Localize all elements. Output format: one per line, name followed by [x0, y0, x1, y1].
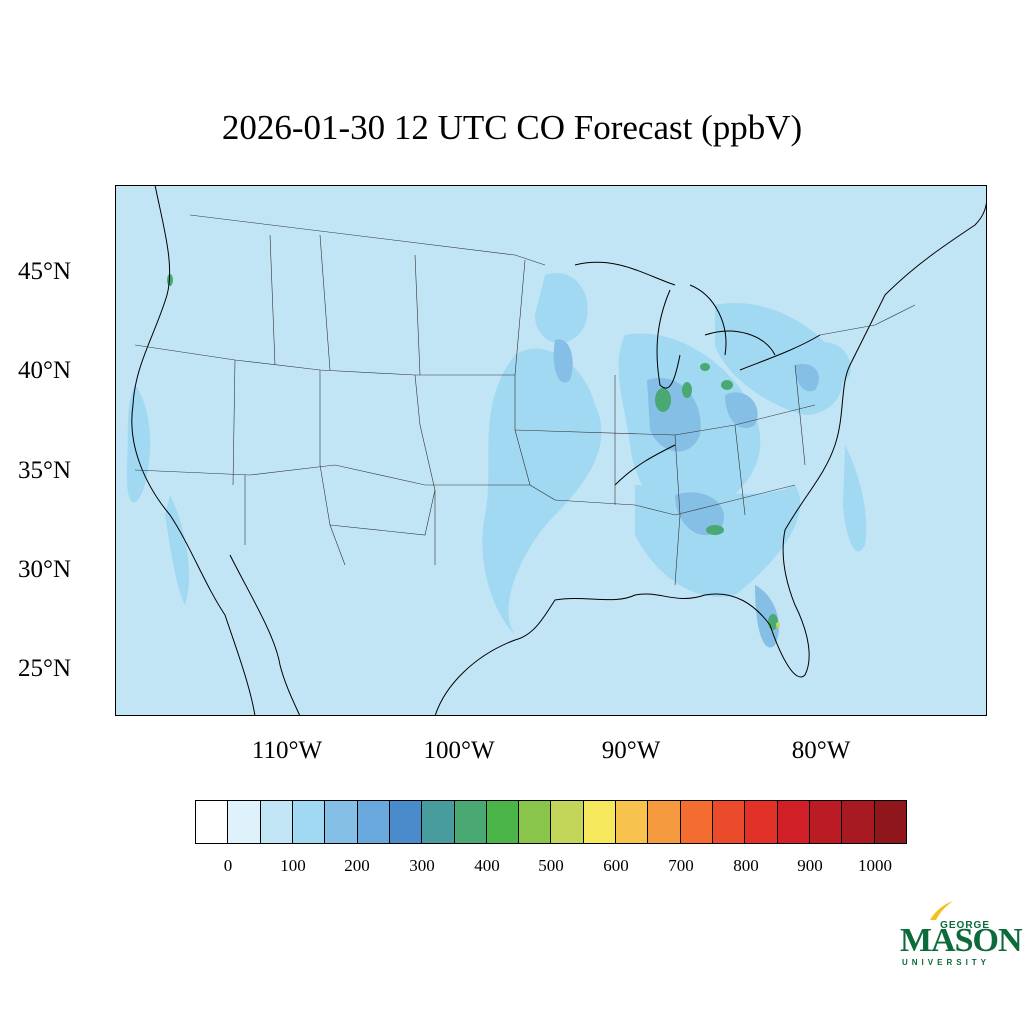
map-border: [115, 185, 987, 716]
logo-george: GEORGE: [940, 920, 990, 931]
lon-label-100w: 100°W: [423, 737, 495, 764]
colorbar-label-500: 500: [538, 856, 564, 875]
colorbar-swatch: [616, 801, 649, 843]
logo-university: UNIVERSITY: [902, 958, 991, 967]
colorbar-label-200: 200: [344, 856, 370, 875]
coastlines: [131, 185, 987, 716]
lon-label-90w: 90°W: [601, 737, 661, 764]
colorbar-label-700: 700: [668, 856, 694, 875]
concentration-fields-mid: [553, 339, 819, 648]
colorbar-swatch: [260, 801, 293, 843]
colorbar-swatch: [228, 801, 261, 843]
colorbar-swatch: [842, 801, 875, 843]
colorbar-swatch: [713, 801, 746, 843]
concentration-fields-peak: [776, 622, 780, 628]
colorbar-swatch: [486, 801, 520, 843]
colorbar-swatch: [292, 801, 326, 843]
lat-label-45n: 45°N: [18, 258, 72, 285]
colorbar-label-400: 400: [474, 856, 500, 875]
colorbar: [195, 800, 907, 844]
lon-label-110w: 110°W: [251, 737, 323, 764]
lat-label-30n: 30°N: [18, 556, 72, 583]
colorbar-swatch: [551, 801, 584, 843]
lon-label-80w: 80°W: [791, 737, 851, 764]
colorbar-swatch: [874, 801, 906, 843]
lat-label-25n: 25°N: [18, 655, 72, 682]
lat-label-35n: 35°N: [18, 457, 72, 484]
colorbar-swatch: [680, 801, 713, 843]
colorbar-swatch: [745, 801, 778, 843]
colorbar-label-1000: 1000: [858, 856, 892, 875]
colorbar-label-100: 100: [280, 856, 306, 875]
lat-label-40n: 40°N: [18, 357, 72, 384]
state-borders: [134, 214, 916, 586]
colorbar-swatch: [777, 801, 810, 843]
colorbar-swatch: [325, 801, 358, 843]
colorbar-swatch: [454, 801, 487, 843]
colorbar-swatch: [422, 801, 455, 843]
co-forecast-map: [115, 185, 987, 716]
colorbar-label-900: 900: [797, 856, 823, 875]
concentration-fields-high: [167, 274, 778, 630]
colorbar-swatch: [583, 801, 617, 843]
colorbar-swatch: [389, 801, 423, 843]
colorbar-label-800: 800: [733, 856, 759, 875]
map-title: 2026-01-30 12 UTC CO Forecast (ppbV): [221, 108, 803, 147]
colorbar-swatch: [809, 801, 843, 843]
george-mason-logo: GEORGE MASON UNIVERSITY: [898, 900, 1023, 970]
colorbar-label-0: 0: [223, 856, 233, 875]
colorbar-swatch: [648, 801, 681, 843]
colorbar-label-300: 300: [409, 856, 435, 875]
colorbar-swatch: [519, 801, 552, 843]
map-panel: [115, 185, 987, 716]
logo-swoosh-icon: [930, 901, 953, 920]
colorbar-swatch: [357, 801, 390, 843]
colorbar-label-600: 600: [603, 856, 629, 875]
colorbar-swatch: [196, 801, 229, 843]
logo-mason: MASON: [900, 922, 1023, 959]
